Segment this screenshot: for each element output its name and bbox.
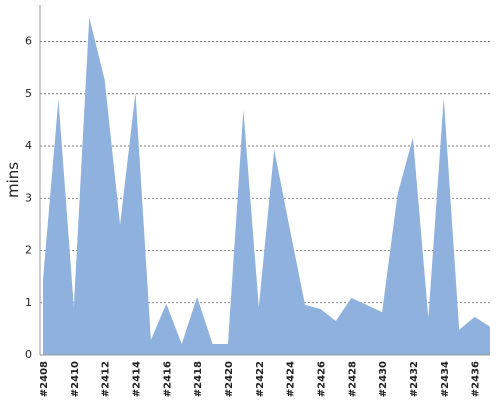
y-tick-label: 4 <box>25 139 32 152</box>
x-tick-label: #2430 <box>378 361 389 397</box>
x-tick-label: #2422 <box>255 361 266 397</box>
y-tick-label: 2 <box>25 244 32 257</box>
x-tick-label: #2434 <box>440 361 451 397</box>
x-tick-label: #2432 <box>409 361 420 397</box>
x-tick-label: #2408 <box>39 361 50 397</box>
x-tick-label: #2436 <box>471 361 482 397</box>
x-tick-label: #2416 <box>162 361 173 397</box>
y-tick-label: 6 <box>25 35 32 48</box>
x-tick-label: #2426 <box>316 361 327 397</box>
y-tick-label: 1 <box>25 296 32 309</box>
x-tick-label: #2410 <box>70 361 81 397</box>
y-axis-label: mins <box>4 162 22 198</box>
x-tick-label: #2412 <box>101 361 112 397</box>
x-tick-label: #2414 <box>131 361 142 397</box>
x-tick-label: #2420 <box>224 361 235 397</box>
area <box>43 17 490 355</box>
y-tick-label: 3 <box>25 191 32 204</box>
y-tick-label: 0 <box>25 348 32 361</box>
x-tick-label: #2428 <box>347 361 358 397</box>
x-tick-label: #2418 <box>193 361 204 397</box>
y-tick-label: 5 <box>25 87 32 100</box>
x-tick-label: #2424 <box>286 361 297 397</box>
